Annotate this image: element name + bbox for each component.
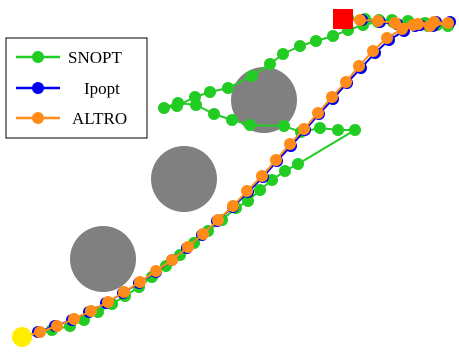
point-snopt-33 <box>204 86 216 98</box>
point-snopt-40 <box>327 30 339 42</box>
legend-entry-snopt: SNOPT <box>16 48 122 67</box>
legend-entry-altro: ALTRO <box>16 109 127 128</box>
point-snopt-22 <box>314 122 326 134</box>
point-snopt-25 <box>244 119 256 131</box>
point-altro-20 <box>326 91 338 103</box>
point-altro-16 <box>270 154 282 166</box>
point-altro-7 <box>134 276 146 288</box>
point-altro-9 <box>166 254 178 266</box>
point-altro-13 <box>227 200 239 212</box>
point-altro-8 <box>150 265 162 277</box>
start-marker <box>12 327 32 347</box>
legend: SNOPT Ipopt ALTRO <box>5 37 148 139</box>
point-altro-24 <box>381 32 393 44</box>
point-altro-29 <box>424 20 436 32</box>
legend-label-ipopt: Ipopt <box>84 79 120 98</box>
legend-entry-ipopt: Ipopt <box>16 79 120 98</box>
point-snopt-36 <box>264 58 276 70</box>
point-altro-21 <box>340 76 352 88</box>
point-altro-11 <box>197 228 209 240</box>
goal-marker <box>333 9 353 29</box>
point-altro-1 <box>34 326 46 338</box>
endpoints <box>12 9 353 347</box>
point-altro-30 <box>407 19 419 31</box>
legend-label-snopt: SNOPT <box>68 48 122 67</box>
point-altro-3 <box>68 313 80 325</box>
point-snopt-34 <box>222 82 234 94</box>
point-snopt-37 <box>277 48 289 60</box>
point-snopt-20 <box>349 124 361 136</box>
point-altro-12 <box>212 214 224 226</box>
point-snopt-31 <box>171 100 183 112</box>
point-altro-5 <box>102 296 114 308</box>
point-snopt-24 <box>278 120 290 132</box>
point-snopt-18 <box>279 165 291 177</box>
legend-label-altro: ALTRO <box>72 109 127 128</box>
point-altro-32 <box>372 15 384 27</box>
point-altro-33 <box>354 14 366 26</box>
point-altro-6 <box>118 286 130 298</box>
point-snopt-26 <box>226 114 238 126</box>
point-altro-10 <box>182 241 194 253</box>
point-altro-22 <box>353 60 365 72</box>
trajectories <box>16 12 456 343</box>
legend-marker-snopt <box>32 51 44 63</box>
point-snopt-39 <box>310 35 322 47</box>
point-altro-14 <box>241 185 253 197</box>
point-altro-23 <box>367 45 379 57</box>
series-altro <box>16 13 454 343</box>
obstacle-2 <box>151 146 217 212</box>
point-altro-19 <box>312 107 324 119</box>
point-snopt-32 <box>189 91 201 103</box>
point-snopt-15 <box>242 195 254 207</box>
point-snopt-19 <box>292 158 304 170</box>
legend-marker-altro <box>32 112 44 124</box>
obstacles <box>70 67 297 292</box>
point-snopt-21 <box>332 124 344 136</box>
point-altro-17 <box>284 138 296 150</box>
point-snopt-30 <box>158 102 170 114</box>
legend-marker-ipopt <box>32 82 44 94</box>
point-snopt-38 <box>294 40 306 52</box>
obstacle-1 <box>231 67 297 133</box>
point-snopt-35 <box>246 70 258 82</box>
point-altro-15 <box>256 170 268 182</box>
point-altro-4 <box>85 305 97 317</box>
obstacle-3 <box>70 226 136 292</box>
point-snopt-27 <box>208 108 220 120</box>
point-altro-2 <box>51 320 63 332</box>
point-altro-31 <box>389 17 401 29</box>
point-snopt-16 <box>254 184 266 196</box>
point-altro-28 <box>442 17 454 29</box>
point-altro-18 <box>298 123 310 135</box>
